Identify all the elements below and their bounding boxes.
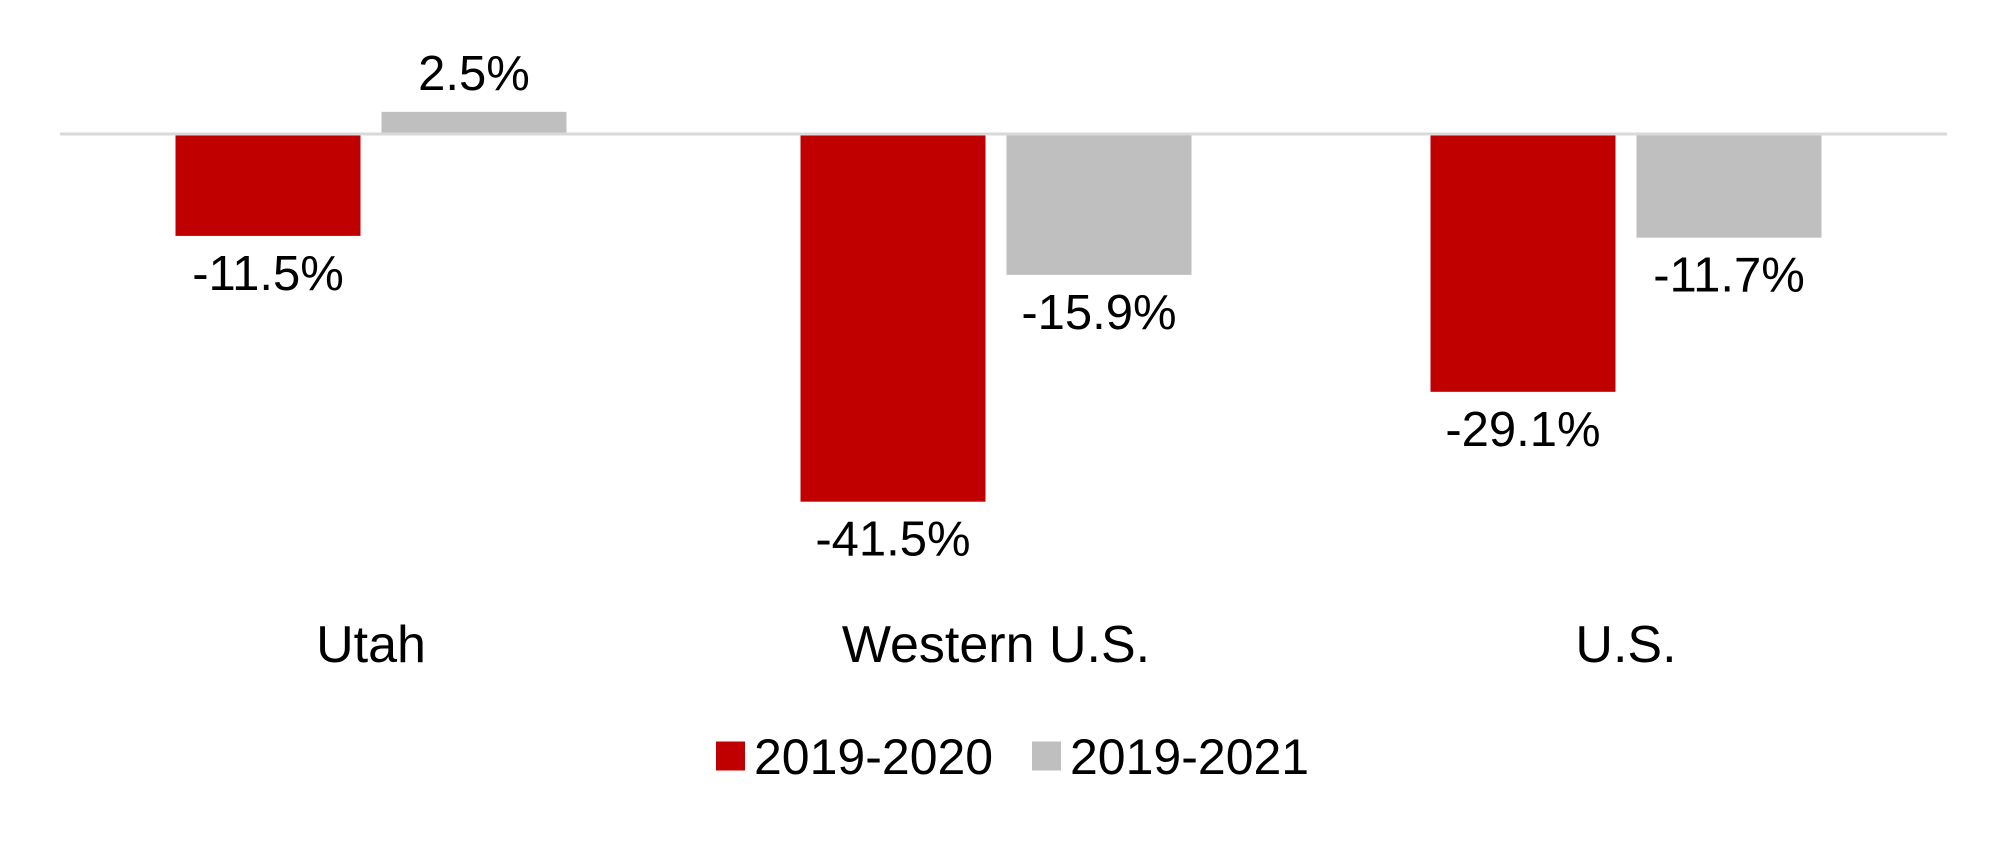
bar-2-3 [1636, 134, 1822, 238]
legend: 2019-2020 2019-2021 [716, 729, 1309, 785]
bar-1-1 [175, 134, 361, 236]
legend-label-2: 2019-2021 [1070, 729, 1309, 785]
data-label-2-3: -11.7% [1653, 249, 1805, 303]
data-label-2-1: 2.5% [418, 47, 530, 101]
bar-1-3 [1430, 134, 1616, 392]
category-label-3: U.S. [1575, 616, 1676, 674]
data-label-2-2: -15.9% [1021, 286, 1176, 340]
data-label-1-3: -29.1% [1445, 403, 1600, 457]
data-label-1-1: -11.5% [192, 247, 344, 301]
bar-1-2 [800, 134, 986, 502]
category-label-2: Western U.S. [842, 616, 1150, 674]
legend-swatch-2 [1032, 741, 1061, 771]
category-label-1: Utah [316, 616, 426, 674]
data-label-1-2: -41.5% [815, 513, 970, 567]
category-labels-layer: Utah Western U.S. U.S. [316, 616, 1676, 674]
bar-2-2 [1006, 134, 1192, 275]
legend-label-1: 2019-2020 [754, 729, 993, 785]
legend-swatch-1 [716, 741, 745, 771]
data-labels-layer: -11.5% 2.5% -41.5% -15.9% -29.1% -11.7% [192, 47, 1805, 567]
bar-2-1 [381, 111, 567, 134]
bars-layer [175, 111, 1822, 502]
